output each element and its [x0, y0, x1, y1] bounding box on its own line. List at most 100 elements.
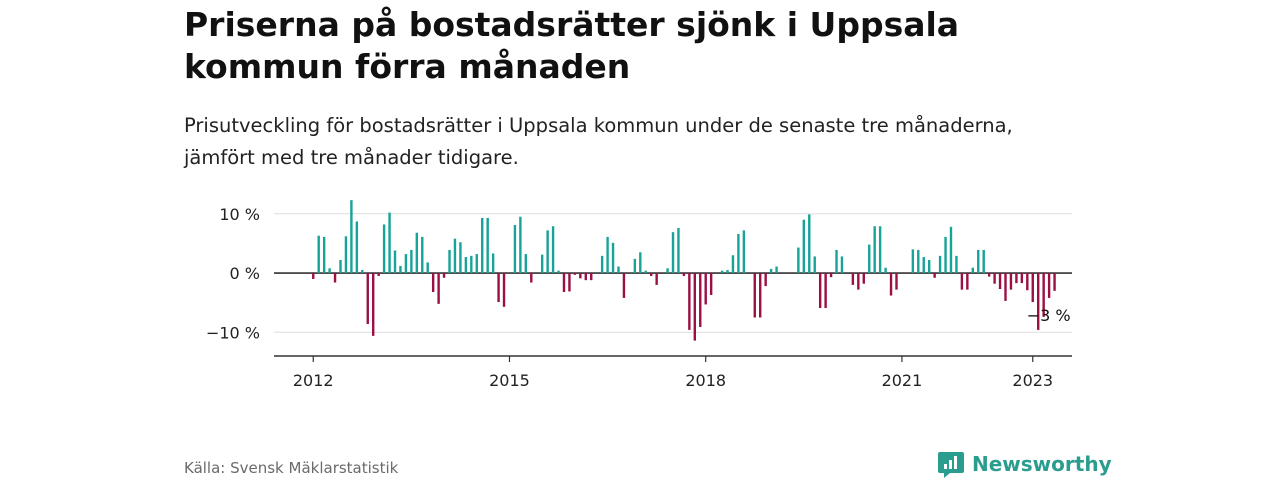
bar: [579, 273, 582, 279]
bar: [1031, 273, 1034, 303]
bar: [366, 273, 369, 324]
bar: [524, 254, 528, 274]
bar: [655, 273, 658, 285]
bar: [764, 273, 767, 287]
bar: [491, 253, 495, 274]
bar: [993, 273, 996, 284]
bar: [726, 270, 729, 274]
bar: [824, 273, 827, 308]
bar: [682, 273, 686, 276]
bar: [677, 228, 680, 274]
bar: [546, 230, 549, 274]
bar: [982, 249, 985, 274]
bar: [464, 257, 468, 274]
bar: [862, 273, 865, 284]
gridlines: [274, 213, 1072, 333]
bar: [720, 270, 724, 274]
bar: [971, 267, 974, 274]
bar: [688, 273, 691, 330]
tick-labels: 10 % 0 % −10 % 2012 2015 2018 2021 2023 −3 %: [206, 205, 1071, 390]
bar: [328, 268, 331, 274]
bar: [693, 273, 697, 341]
bar: [573, 273, 577, 275]
bar: [590, 273, 593, 281]
bar: [497, 273, 500, 303]
bar: [562, 273, 566, 292]
bar: [873, 226, 876, 274]
bar: [470, 255, 473, 274]
x-tick-label: 2012: [293, 371, 334, 390]
bar: [699, 273, 702, 327]
bar: [1037, 273, 1040, 330]
bar: [431, 273, 435, 292]
x-tick-label: 2023: [1012, 371, 1053, 390]
bar: [851, 273, 855, 285]
bar: [797, 247, 800, 274]
bar: [998, 273, 1002, 290]
bar: [502, 273, 506, 307]
bar: [600, 255, 604, 274]
bar: [927, 260, 931, 274]
bar: [372, 273, 375, 336]
y-tick-label: 0 %: [230, 264, 260, 283]
bar: [486, 217, 489, 274]
bar: [388, 212, 391, 274]
bar: [530, 273, 533, 283]
bar: [404, 254, 408, 274]
bar: [448, 249, 451, 274]
x-tick-label: 2015: [489, 371, 530, 390]
last-value-annotation: −3 %: [1027, 306, 1071, 325]
bar: [1020, 273, 1024, 284]
chart-subtitle: Prisutveckling för bostadsrätter i Uppsa…: [184, 114, 1013, 169]
bar: [840, 256, 844, 274]
axes: [274, 355, 1072, 362]
y-tick-label: 10 %: [219, 205, 260, 224]
source-note: Källa: Svensk Mäklarstatistik: [184, 459, 399, 477]
bar: [312, 273, 315, 279]
bar: [878, 226, 882, 274]
bar: [551, 226, 555, 274]
bar: [459, 242, 462, 274]
bar: [377, 273, 380, 276]
bar: [966, 273, 969, 290]
bar: [759, 273, 762, 318]
bar: [1042, 273, 1045, 317]
bar: [317, 235, 320, 274]
bar: [481, 217, 484, 274]
bar: [884, 267, 887, 274]
bar: [453, 238, 457, 274]
bar: [475, 254, 478, 274]
bar-series: [312, 200, 1056, 341]
bar: [1009, 273, 1013, 290]
bar: [917, 249, 920, 274]
bar: [415, 232, 419, 274]
bar: [611, 242, 615, 274]
bar: [933, 273, 936, 278]
bar: [808, 214, 811, 274]
bar: [410, 249, 413, 274]
bar: [829, 273, 833, 278]
bar: [519, 216, 522, 274]
bar: [1026, 273, 1029, 291]
bar: [922, 257, 925, 274]
bar: [361, 270, 364, 274]
bar: [977, 249, 980, 274]
bar: [617, 266, 620, 274]
bar: [731, 255, 735, 274]
bar: [1015, 273, 1018, 284]
bar: [322, 236, 326, 274]
bar: [513, 225, 517, 274]
bar: [938, 255, 942, 274]
y-tick-label: −10 %: [206, 323, 260, 342]
bar: [775, 266, 778, 274]
bar: [960, 273, 964, 290]
bar: [895, 273, 898, 290]
bar: [753, 273, 756, 318]
x-tick-label: 2021: [882, 371, 923, 390]
bar: [889, 273, 893, 296]
bar: [949, 226, 953, 274]
brand-name: Newsworthy: [972, 452, 1112, 476]
bar: [393, 250, 397, 274]
bar: [987, 273, 991, 277]
bar: [355, 221, 359, 274]
